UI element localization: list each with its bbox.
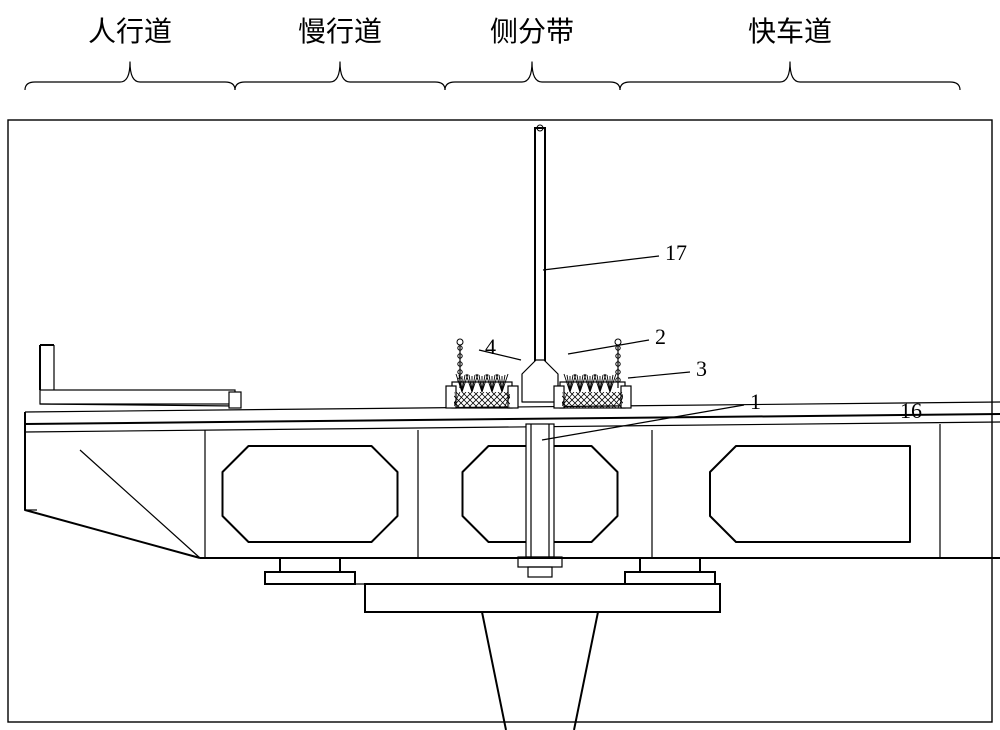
callout-4: 4 (485, 334, 496, 360)
callout-3: 3 (696, 356, 707, 382)
callout-1: 1 (750, 389, 761, 415)
bridge-section-svg (0, 0, 1000, 730)
lane-label: 侧分带 (472, 10, 592, 50)
lane-label: 人行道 (70, 10, 190, 50)
callout-17: 17 (665, 240, 687, 266)
lane-label: 慢行道 (280, 10, 400, 50)
callout-2: 2 (655, 324, 666, 350)
diagram-canvas: 人行道 慢行道 侧分带 快车道 17 2 3 4 1 16 (0, 0, 1000, 730)
lane-label: 快车道 (730, 10, 850, 50)
callout-16: 16 (900, 398, 922, 424)
